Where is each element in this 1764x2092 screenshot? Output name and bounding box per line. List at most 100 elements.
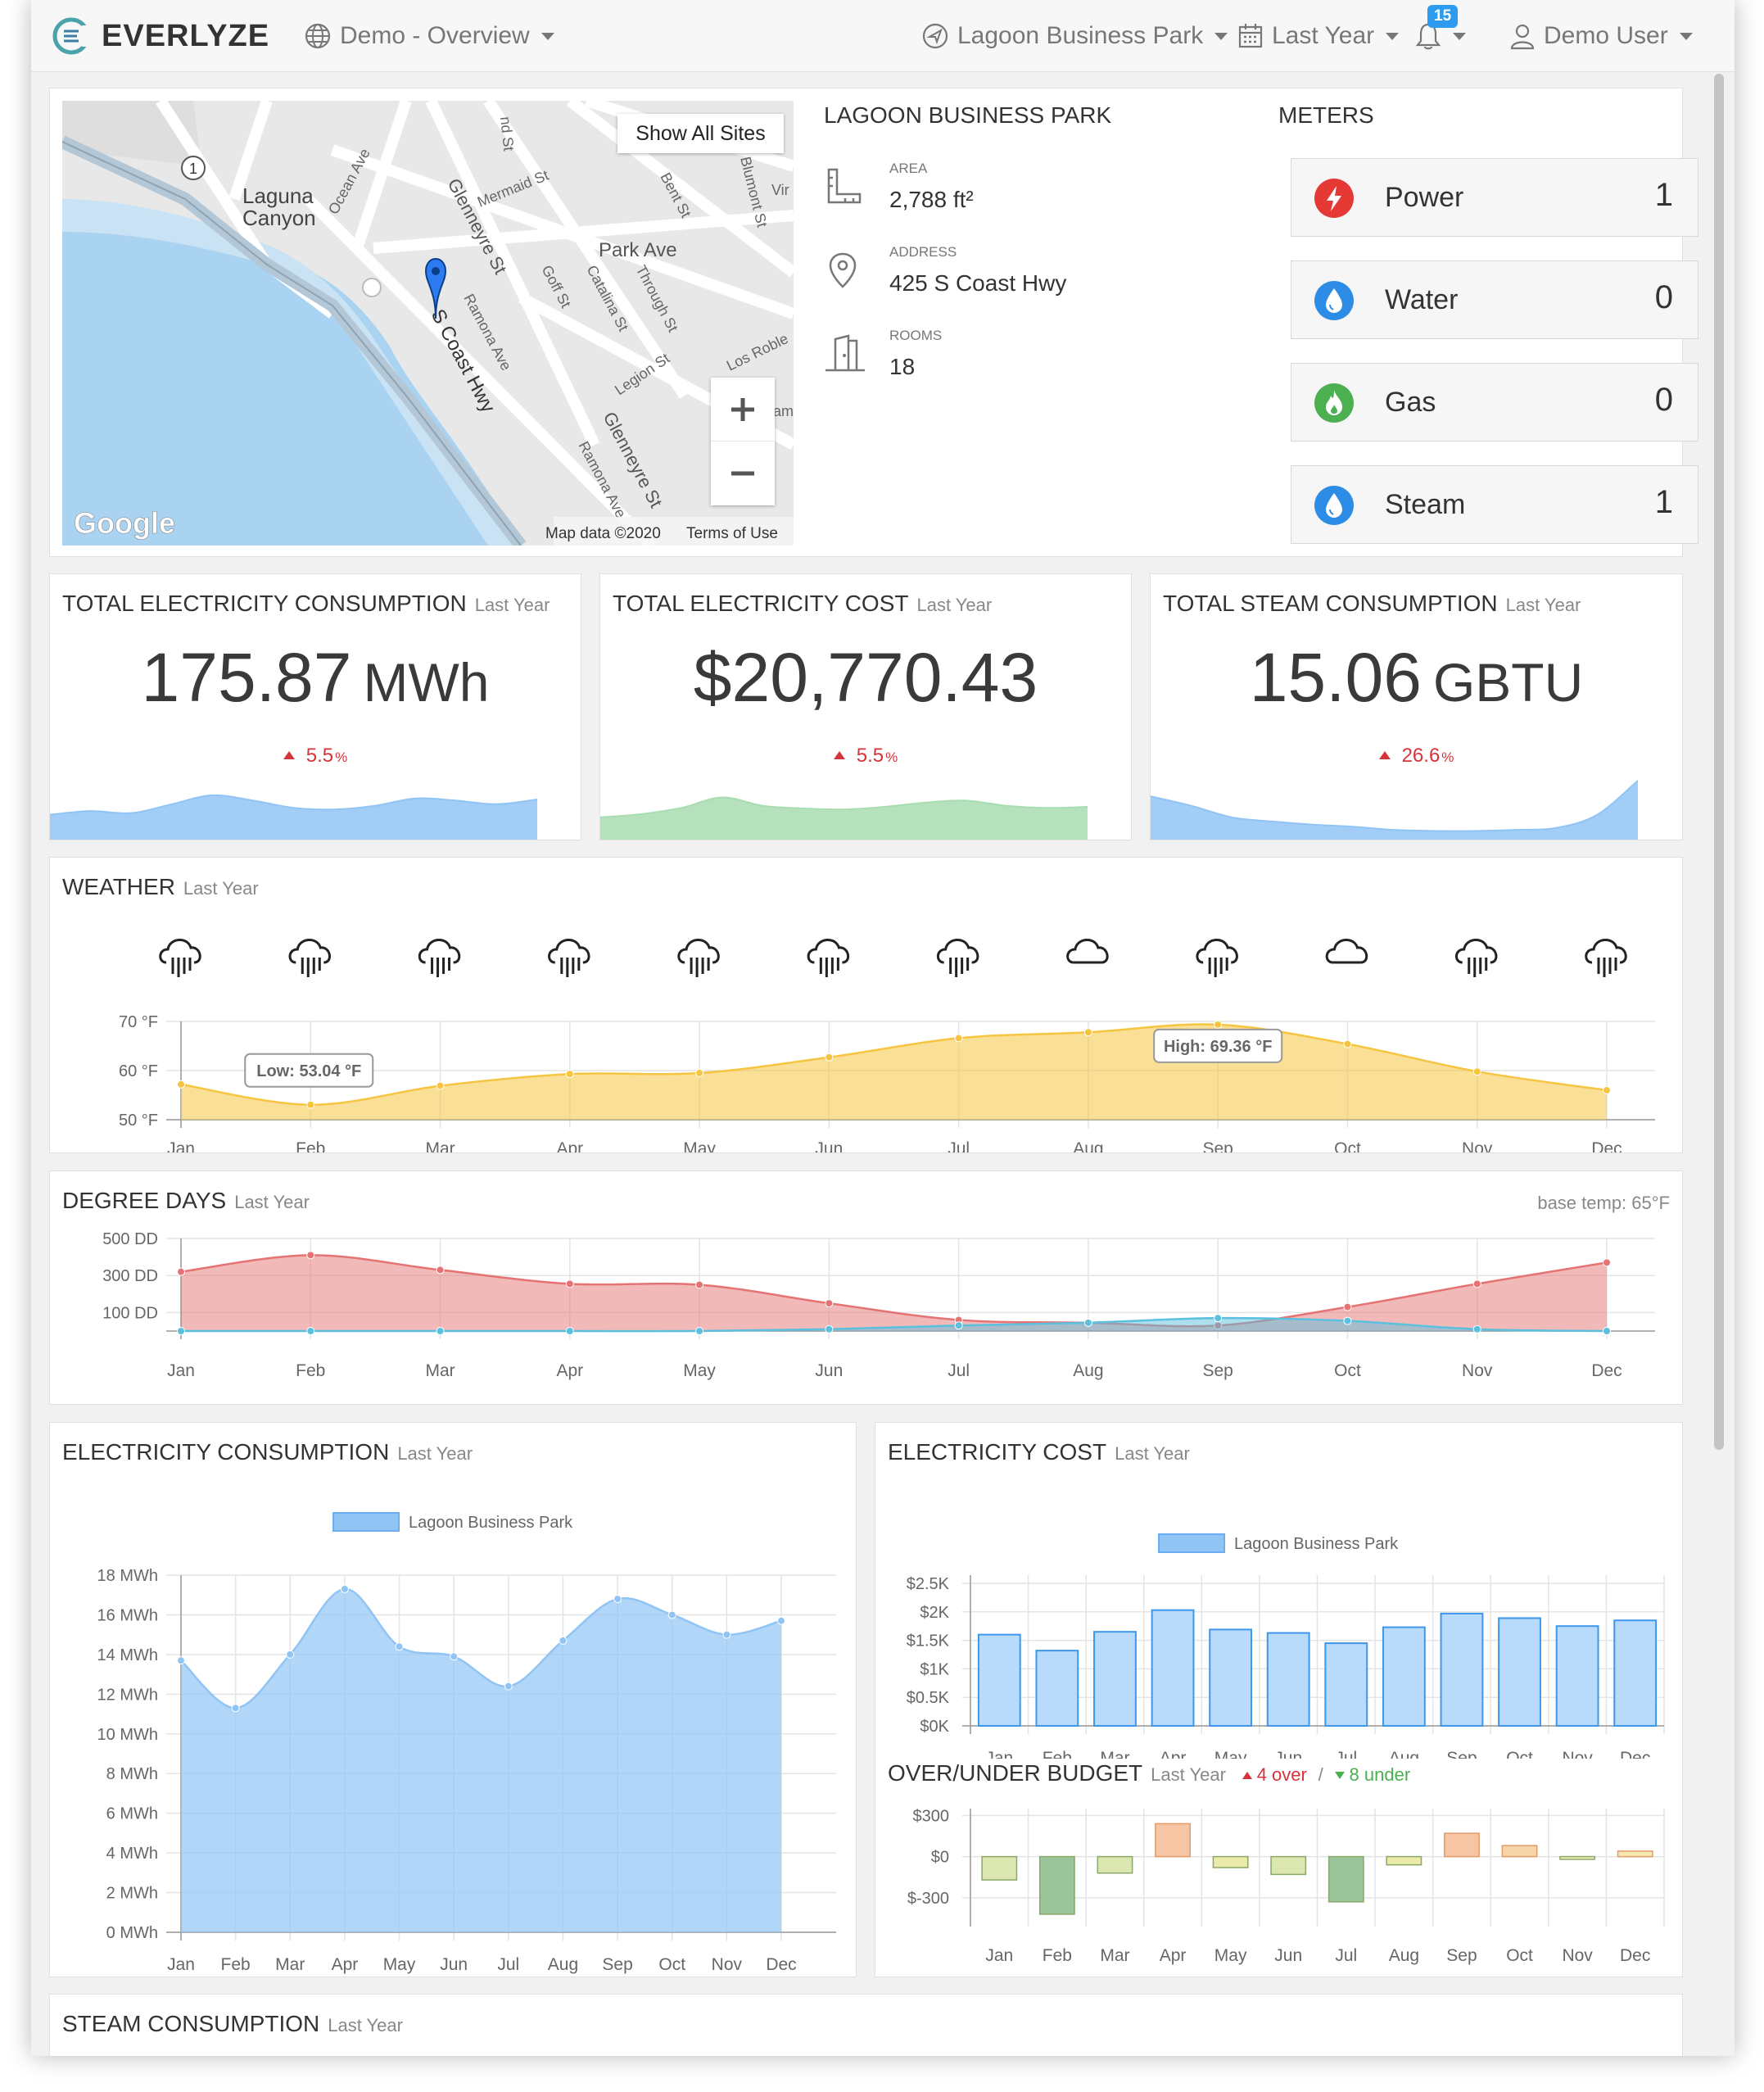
budget-bar: [1038, 1855, 1075, 1915]
caret-up-icon: [1378, 751, 1391, 759]
minus-icon: [731, 471, 754, 476]
x-tick-label: Jan: [167, 1955, 195, 1974]
electricity-consumption-chart[interactable]: Lagoon Business Park 0 MWh 2 MWh 4 MWh 6 MWh…: [50, 1472, 857, 1977]
degree-days-chart[interactable]: 100 DD 300 DD 500 DD Jan Feb Mar Apr May Jun Jul A…: [50, 1220, 1684, 1406]
rain-cloud-icon: [548, 939, 590, 977]
x-tick-label: Nov: [1562, 1946, 1593, 1965]
degree-days-card: DEGREE DAYS Last Year base temp: 65°F 100…: [49, 1171, 1683, 1405]
y-tick-label: 12 MWh: [97, 1686, 158, 1704]
temp-tooltip-label: Low: 53.04 °F: [256, 1062, 361, 1080]
map-label: am: [773, 403, 794, 419]
base-temp-label: base temp: 65°F: [1537, 1193, 1670, 1213]
data-point: [695, 1069, 704, 1077]
site-selector[interactable]: Lagoon Business Park: [921, 0, 1228, 72]
user-menu[interactable]: Demo User: [1509, 0, 1693, 72]
x-tick-label: Sep: [1202, 1361, 1233, 1380]
x-tick-label: Jan: [167, 1139, 195, 1152]
dashboard-name: Demo - Overview: [340, 22, 530, 49]
y-tick-label: 16 MWh: [97, 1606, 158, 1624]
electricity-consumption-card: ELECTRICITY CONSUMPTION Last Year Lagoon …: [49, 1422, 857, 1977]
area-value: 2,788 ft²: [889, 187, 974, 212]
x-tick-label: Nov: [1562, 1749, 1593, 1759]
meter-power[interactable]: Power 1: [1291, 158, 1698, 237]
x-tick-label: Sep: [1446, 1749, 1477, 1759]
rain-cloud-icon: [1196, 939, 1238, 977]
y-tick-label: $1.5K: [907, 1632, 950, 1651]
electricity-cost-chart[interactable]: Lagoon Business Park $0K $0.5K $1K $1.5K $2K $…: [875, 1472, 1684, 1759]
dashboard-selector[interactable]: Demo - Overview: [304, 0, 554, 72]
data-point: [306, 1100, 315, 1109]
budget-bar: [1444, 1832, 1480, 1858]
y-tick-label: $2.5K: [907, 1575, 950, 1593]
kpi-change: 5.5%: [50, 745, 581, 768]
location-pin-icon: [829, 252, 857, 288]
caret-up-icon: [283, 751, 295, 759]
rooms-value: 18: [889, 354, 916, 379]
meter-count: 1: [1654, 484, 1673, 520]
budget-chart[interactable]: $-300 $0 $300 Jan Feb Mar Apr May Jun Jul Aug Sep Oc…: [875, 1795, 1684, 1976]
temp-tooltip: [1153, 1028, 1283, 1063]
x-tick-label: Sep: [1446, 1946, 1477, 1965]
x-tick-label: Dec: [1620, 1946, 1650, 1965]
y-tick-label: 70 °F: [119, 1013, 158, 1031]
x-tick-label: Dec: [1620, 1749, 1650, 1759]
chevron-down-icon: [1386, 32, 1400, 40]
vertical-scrollbar[interactable]: [1714, 74, 1724, 1450]
x-tick-label: Dec: [1591, 1139, 1622, 1152]
rain-cloud-icon: [1454, 939, 1498, 977]
y-tick-label: 4 MWh: [106, 1845, 158, 1863]
water-drop-icon: [1326, 288, 1342, 313]
x-tick-label: Oct: [1334, 1361, 1361, 1380]
data-point: [340, 1584, 349, 1593]
cost-bar: [1324, 1642, 1368, 1727]
caret-down-icon: [1334, 1772, 1345, 1779]
map-terms-link[interactable]: Terms of Use: [686, 525, 778, 542]
data-point: [306, 1251, 315, 1260]
navigation-icon: [922, 23, 948, 49]
map-canvas[interactable]: 1 Laguna Canyon Park Ave Mermaid St Ocea…: [62, 101, 794, 546]
meter-steam[interactable]: Steam 1: [1291, 465, 1698, 544]
data-point: [565, 1070, 574, 1079]
zoom-in-button[interactable]: [711, 378, 775, 441]
cost-bar: [1498, 1617, 1541, 1727]
sparkline-area: [1151, 781, 1638, 840]
data-point: [1472, 1324, 1481, 1334]
zoom-out-button[interactable]: [711, 441, 775, 505]
kpi-card-electricity-consumption: TOTAL ELECTRICITY CONSUMPTION Last Year 1…: [49, 573, 581, 840]
budget-bar: [981, 1855, 1018, 1881]
meter-count: 0: [1654, 382, 1673, 418]
data-point: [395, 1642, 404, 1651]
data-point: [825, 1053, 834, 1062]
legend-swatch: [1158, 1533, 1225, 1553]
map-label: Vir: [771, 182, 789, 198]
map-marker-icon[interactable]: [424, 258, 447, 319]
y-tick-label: 6 MWh: [106, 1805, 158, 1823]
y-tick-label: 500 DD: [102, 1230, 158, 1248]
period-selector[interactable]: Last Year: [1237, 0, 1400, 72]
kpi-sparkline: [50, 794, 537, 840]
site-map[interactable]: 1 Laguna Canyon Park Ave Mermaid St Ocea…: [62, 101, 794, 546]
data-point: [177, 1327, 185, 1335]
meter-icon-circle: [1314, 383, 1354, 423]
x-tick-label: May: [683, 1361, 716, 1380]
cost-bar: [1382, 1626, 1426, 1727]
data-point: [177, 1656, 185, 1665]
cost-bar: [1440, 1612, 1484, 1727]
meter-water[interactable]: Water 0: [1291, 260, 1698, 339]
y-tick-label: 2 MWh: [106, 1885, 158, 1903]
kpi-sparkline: [600, 796, 1088, 840]
x-tick-label: Feb: [1043, 1946, 1072, 1965]
x-tick-label: Apr: [556, 1361, 583, 1380]
map-label: Laguna: [242, 183, 314, 208]
caret-up-icon: [1242, 1772, 1252, 1779]
data-point: [1603, 1086, 1611, 1094]
meter-gas[interactable]: Gas 0: [1291, 363, 1698, 441]
weather-chart[interactable]: 50 °F 60 °F 70 °F Jan Feb Mar Apr May Jun Jul Aug S…: [50, 907, 1684, 1152]
x-tick-label: Jun: [815, 1139, 843, 1152]
data-point: [504, 1682, 513, 1691]
notification-count-badge: 15: [1427, 5, 1459, 28]
brand-logo[interactable]: EVERLYZE: [52, 0, 269, 72]
show-all-sites-button[interactable]: Show All Sites: [617, 114, 784, 153]
data-point: [436, 1081, 445, 1090]
flame-icon: [1326, 390, 1342, 415]
